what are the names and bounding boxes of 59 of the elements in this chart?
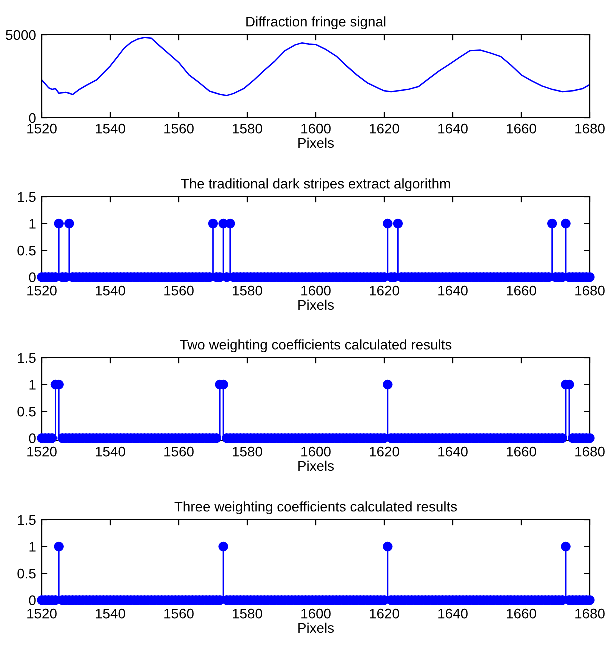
- y-tick-label: 0.5: [18, 406, 36, 417]
- x-tick-label: 1560: [164, 286, 194, 296]
- x-tick-label: 1640: [438, 608, 468, 619]
- x-tick-label: 1640: [438, 446, 468, 457]
- chart-title: Two weighting coefficients calculated results: [180, 340, 452, 353]
- x-tick-label: 1640: [438, 124, 468, 134]
- x-tick-label: 1660: [507, 124, 536, 134]
- x-tick-label: 1680: [576, 608, 605, 619]
- y-tick-label: 0: [29, 113, 36, 124]
- chart-title: Three weighting coefficients calculated results: [174, 502, 458, 515]
- y-tick-label: 0: [29, 434, 36, 444]
- x-tick-label: 1560: [164, 124, 194, 134]
- y-tick-label: 5000: [6, 30, 36, 40]
- x-axis-title: Pixels: [298, 622, 334, 634]
- x-tick-label: 1580: [233, 286, 262, 296]
- x-tick-label: 1620: [370, 124, 400, 134]
- x-tick-label: 1560: [164, 608, 194, 619]
- x-tick-label: 1520: [28, 608, 57, 619]
- x-tick-label: 1600: [302, 446, 331, 457]
- x-tick-label: 1640: [438, 286, 468, 296]
- x-tick-label: 1600: [302, 608, 331, 619]
- x-tick-label: 1520: [28, 124, 57, 134]
- x-tick-label: 1680: [576, 124, 605, 134]
- x-tick-label: 1580: [233, 446, 262, 457]
- x-tick-label: 1520: [28, 446, 57, 457]
- x-tick-label: 1620: [370, 446, 400, 457]
- y-tick-label: 1: [30, 542, 36, 552]
- x-tick-label: 1560: [164, 446, 194, 457]
- chart-title: The traditional dark stripes extract algorithm: [181, 178, 450, 192]
- x-tick-label: 1620: [370, 286, 400, 296]
- y-tick-label: 0: [29, 596, 36, 606]
- y-tick-label: 1: [30, 380, 36, 390]
- y-tick-label: 0: [29, 272, 36, 282]
- y-tick-label: 1: [30, 219, 36, 229]
- y-tick-label: 1.5: [18, 515, 36, 526]
- chart-title: Diffraction fringe signal: [246, 16, 386, 30]
- x-tick-label: 1580: [233, 124, 262, 134]
- x-tick-label: 1660: [507, 286, 536, 296]
- x-tick-label: 1540: [96, 124, 126, 134]
- x-tick-label: 1660: [507, 608, 536, 619]
- x-tick-label: 1600: [302, 286, 331, 296]
- x-axis-title: Pixels: [298, 460, 334, 472]
- x-tick-label: 1540: [96, 446, 126, 457]
- line-series: [42, 36, 590, 96]
- x-tick-label: 1540: [96, 608, 126, 619]
- x-tick-label: 1540: [96, 286, 126, 296]
- x-tick-label: 1520: [28, 286, 57, 296]
- x-tick-label: 1680: [576, 446, 605, 457]
- x-tick-label: 1620: [370, 608, 400, 619]
- y-tick-label: 1.5: [18, 353, 36, 364]
- x-tick-label: 1600: [302, 124, 331, 134]
- x-tick-label: 1680: [576, 286, 605, 296]
- y-tick-label: 1.5: [18, 192, 36, 202]
- y-tick-label: 0.5: [18, 568, 36, 579]
- x-tick-label: 1660: [507, 446, 536, 457]
- y-tick-label: 0.5: [18, 246, 36, 256]
- x-axis-title: Pixels: [298, 138, 334, 148]
- x-tick-label: 1580: [233, 608, 262, 619]
- x-axis-title: Pixels: [298, 300, 334, 310]
